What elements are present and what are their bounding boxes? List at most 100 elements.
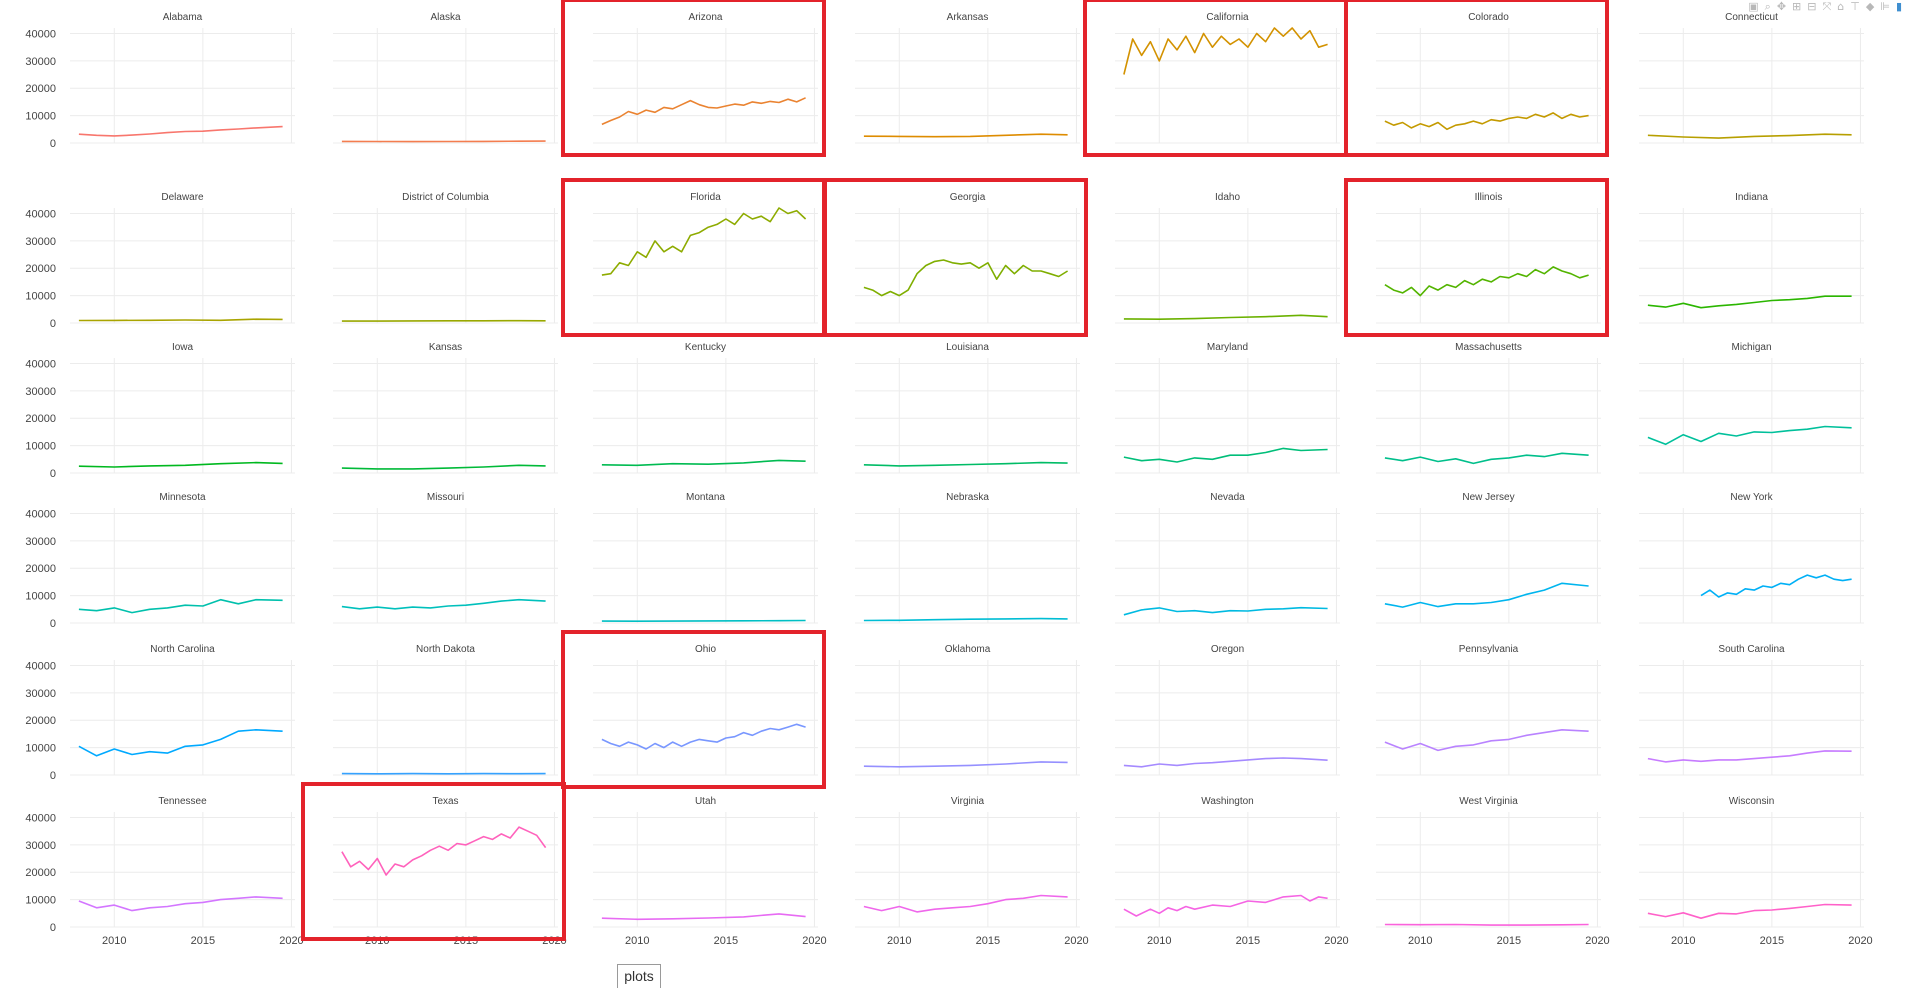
pan-icon[interactable]: ✥: [1777, 0, 1786, 14]
series-line: [1124, 448, 1328, 462]
y-tick-label: 40000: [25, 660, 56, 672]
series-line: [1124, 608, 1328, 615]
y-tick-label: 40000: [25, 358, 56, 370]
y-tick-label: 10000: [25, 441, 56, 453]
y-tick-label: 10000: [25, 111, 56, 123]
hover-compare-icon[interactable]: ⊫: [1880, 0, 1890, 14]
x-tick-label: 2020: [1324, 935, 1348, 947]
series-line: [1648, 296, 1852, 308]
series-line: [602, 208, 806, 275]
series-line: [1124, 758, 1328, 767]
y-tick-label: 0: [50, 922, 56, 934]
series-line: [1648, 751, 1852, 762]
zoom-icon[interactable]: ⌕: [1765, 0, 1771, 14]
facet-title: Wisconsin: [1729, 796, 1775, 807]
series-line: [79, 730, 283, 756]
facet-panel: Florida: [563, 180, 824, 335]
y-tick-label: 20000: [25, 413, 56, 425]
x-tick-label: 2015: [1236, 935, 1260, 947]
y-tick-label: 20000: [25, 83, 56, 95]
facet-title: Colorado: [1468, 12, 1509, 23]
spike-lines-icon[interactable]: ⊤: [1850, 0, 1860, 14]
facet-panel: Oklahoma: [855, 644, 1080, 775]
facet-title: Delaware: [161, 192, 204, 203]
facet-title: Pennsylvania: [1459, 644, 1519, 655]
zoom-out-icon[interactable]: ⊟: [1807, 0, 1816, 14]
y-tick-label: 0: [50, 770, 56, 782]
highlight-box: [1346, 180, 1607, 335]
x-tick-label: 2015: [191, 935, 215, 947]
facet-title: Michigan: [1731, 342, 1771, 353]
plots-tab[interactable]: plots: [617, 964, 661, 988]
facet-title: Arkansas: [947, 12, 989, 23]
facet-title: California: [1206, 12, 1249, 23]
y-tick-label: 30000: [25, 688, 56, 700]
camera-icon[interactable]: ▣: [1748, 0, 1758, 14]
x-tick-label: 2010: [102, 935, 126, 947]
plotly-logo-icon[interactable]: ▮: [1896, 0, 1902, 14]
hover-closest-icon[interactable]: ◆: [1866, 0, 1874, 14]
series-line: [602, 460, 806, 465]
highlight-box: [303, 784, 564, 939]
series-line: [602, 98, 806, 125]
facet-panel: Utah 2010 2015 2020: [593, 796, 827, 947]
facet-title: Florida: [690, 192, 721, 203]
x-tick-label: 2020: [802, 935, 826, 947]
x-tick-label: 2010: [1147, 935, 1171, 947]
autoscale-icon[interactable]: ⤧: [1822, 0, 1831, 14]
facet-panel: Idaho: [1115, 192, 1340, 323]
reset-axes-icon[interactable]: ⌂: [1837, 0, 1844, 14]
facet-title: Alabama: [163, 12, 203, 23]
facet-panel: Indiana: [1639, 192, 1864, 323]
y-tick-label: 30000: [25, 386, 56, 398]
facet-title: Tennessee: [158, 796, 207, 807]
y-tick-label: 30000: [25, 536, 56, 548]
facet-panel: South Carolina: [1639, 644, 1864, 775]
facet-title: Indiana: [1735, 192, 1768, 203]
facet-title: Georgia: [950, 192, 986, 203]
facet-title: Utah: [695, 796, 716, 807]
highlight-box: [563, 632, 824, 787]
facet-panel: Nebraska: [855, 492, 1080, 623]
facet-title: Minnesota: [159, 492, 206, 503]
series-line: [602, 724, 806, 749]
facet-title: Ohio: [695, 644, 717, 655]
y-tick-label: 20000: [25, 867, 56, 879]
facet-title: Illinois: [1475, 192, 1503, 203]
facet-panel: Connecticut: [1639, 12, 1864, 143]
facet-title: South Carolina: [1718, 644, 1785, 655]
facet-panel: Louisiana: [855, 342, 1080, 473]
plot-modebar: ▣ ⌕ ✥ ⊞ ⊟ ⤧ ⌂ ⊤ ◆ ⊫ ▮: [1748, 0, 1902, 14]
facet-title: West Virginia: [1459, 796, 1518, 807]
x-tick-label: 2010: [1671, 935, 1695, 947]
series-line: [1648, 905, 1852, 919]
series-line: [1648, 427, 1852, 445]
series-line: [79, 463, 283, 467]
facet-panel: Georgia: [825, 180, 1086, 335]
x-tick-label: 2010: [625, 935, 649, 947]
series-line: [1385, 925, 1589, 926]
facet-panel: Illinois: [1346, 180, 1607, 335]
facet-panel: Maryland: [1115, 342, 1340, 473]
facet-panel: Massachusetts: [1376, 342, 1601, 473]
series-line: [342, 141, 546, 142]
facet-panel: Oregon: [1115, 644, 1340, 775]
y-tick-label: 40000: [25, 508, 56, 520]
x-tick-label: 2015: [714, 935, 738, 947]
zoom-in-icon[interactable]: ⊞: [1792, 0, 1801, 14]
x-tick-label: 2015: [976, 935, 1000, 947]
facet-panel: Montana: [593, 492, 818, 623]
x-tick-label: 2020: [1848, 935, 1872, 947]
series-line: [864, 463, 1068, 466]
x-tick-label: 2020: [1064, 935, 1088, 947]
facet-title: Massachusetts: [1455, 342, 1522, 353]
series-line: [79, 600, 283, 613]
y-tick-label: 30000: [25, 840, 56, 852]
y-tick-label: 40000: [25, 208, 56, 220]
facet-title: Oklahoma: [945, 644, 991, 655]
